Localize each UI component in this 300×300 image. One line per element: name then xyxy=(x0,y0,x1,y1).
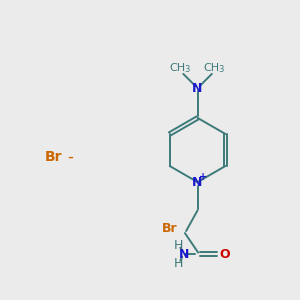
Text: O: O xyxy=(219,248,230,261)
Text: -: - xyxy=(67,148,73,166)
Text: Br: Br xyxy=(45,150,62,164)
Text: 3: 3 xyxy=(219,65,224,74)
Text: N: N xyxy=(192,176,203,189)
Text: +: + xyxy=(200,172,208,182)
Text: Br: Br xyxy=(162,222,177,235)
Text: CH: CH xyxy=(204,63,220,73)
Text: 3: 3 xyxy=(184,65,190,74)
Text: N: N xyxy=(179,248,189,261)
Text: CH: CH xyxy=(169,63,185,73)
Text: N: N xyxy=(192,82,203,95)
Text: H: H xyxy=(173,239,183,252)
Text: H: H xyxy=(173,256,183,269)
